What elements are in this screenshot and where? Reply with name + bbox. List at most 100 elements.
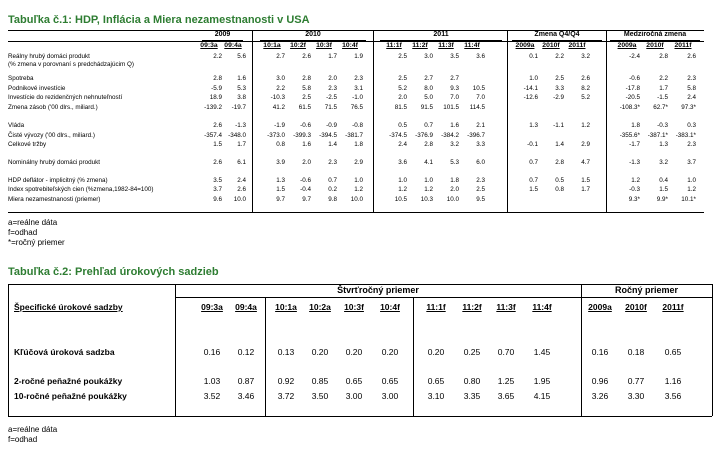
table1-column-header: 2010f	[646, 42, 664, 49]
table1-column-header: 09:4a	[224, 42, 242, 49]
table2-top-rule	[8, 284, 712, 285]
table1-group-header: Zmena Q4/Q4	[534, 31, 580, 38]
table1-cell: 1.7	[237, 141, 246, 148]
table1-column-header: 2011f	[568, 42, 586, 49]
table2-cell: 0.20	[381, 347, 399, 357]
table1-cell: -396.7	[467, 132, 485, 139]
table1-cell: 9.7	[302, 196, 311, 203]
table1-cell: 2.8	[659, 53, 668, 60]
table2-cell: 3.30	[627, 391, 645, 401]
table2-cell: 0.87	[237, 376, 255, 386]
table1-cell: 2.3	[328, 159, 337, 166]
table1-row-label: Investície do rezidenčných nehnuteľností	[8, 94, 123, 101]
table1-row: Spotreba 2.8 1.6 3.0 2.8 2.0 2.3 2.5 2.7 2.7 1.0 2.…	[8, 74, 708, 84]
table1-cell: 8.2	[581, 85, 590, 92]
table1-cell: 2.9	[581, 141, 590, 148]
table1-cell: 3.6	[476, 53, 485, 60]
table1-cell: 2.4	[687, 94, 696, 101]
table1-row: Reálny hrubý domáci produkt 2.2 5.6 2.7 2.6 1…	[8, 52, 708, 62]
table1-cell: -10.3	[270, 94, 285, 101]
table1-cell: 62.7*	[653, 104, 668, 111]
table1-cell: 6.1	[237, 159, 246, 166]
table1-column-header: 10:1a	[263, 42, 281, 49]
table1-row: Celkové tržby 1.5 1.7 0.8 1.6 1.4 1.8 2.4 2.8 3.2…	[8, 140, 708, 150]
table1-cell: 2.7	[276, 53, 285, 60]
table1-cell: 3.6	[398, 159, 407, 166]
table1-row-label: (% zmena v porovnaní s predchádzajúcim Q…	[8, 61, 134, 68]
table1-group-header: 2010	[305, 31, 321, 38]
table2-frame-right	[712, 284, 713, 416]
table1-cell: 1.8	[631, 122, 640, 129]
table1-cell: 3.5	[450, 53, 459, 60]
table1-cell: 9.9*	[656, 196, 668, 203]
table2-note: f=odhad	[8, 435, 38, 444]
table2-column-header: 10:4f	[380, 302, 400, 312]
table1-cell: 6.0	[476, 159, 485, 166]
table1-cell: 1.5	[581, 177, 590, 184]
table1-cell: -399.3	[293, 132, 311, 139]
table1-cell: 18.9	[209, 94, 222, 101]
table1-cell: 3.1	[354, 85, 363, 92]
table1-group-rule	[610, 40, 700, 41]
table2-cell: 0.65	[664, 347, 682, 357]
table1-cell: 0.8	[555, 186, 564, 193]
table1-row-label: Nominálny hrubý domáci produkt	[8, 159, 101, 166]
table1-cell: 0.7	[424, 122, 433, 129]
table1-note: *=ročný priemer	[8, 238, 65, 247]
table2-cell: 3.10	[427, 391, 445, 401]
table2-cell: 0.20	[311, 347, 329, 357]
table1-cell: 2.6	[302, 53, 311, 60]
table1-cell: 1.2	[631, 177, 640, 184]
table1-cell: 5.3	[450, 159, 459, 166]
table1-bottom-rule	[8, 212, 704, 213]
table1-cell: 3.3	[476, 141, 485, 148]
table2-cell: 0.25	[463, 347, 481, 357]
table1-cell: -348.0	[228, 132, 246, 139]
table1-cell: 0.4	[659, 177, 668, 184]
table1-cell: 3.2	[659, 159, 668, 166]
table1-cell: 2.9	[354, 159, 363, 166]
table2-column-header: 10:3f	[344, 302, 364, 312]
table1-cell: 1.7	[581, 186, 590, 193]
table1-cell: -357.4	[204, 132, 222, 139]
table1-cell: 5.8	[687, 85, 696, 92]
table1-cell: 5.3	[237, 85, 246, 92]
table2-column-header: 10:2a	[309, 302, 331, 312]
table1-cell: 2.0	[302, 159, 311, 166]
table1-group-header: 2009	[214, 31, 231, 38]
table1-cell: -14.1	[523, 85, 538, 92]
table1-cell: 9.8	[328, 196, 337, 203]
table2-cell: 0.70	[497, 347, 515, 357]
table1-cell: 1.2	[354, 186, 363, 193]
table1-row: Vláda 2.6 -1.3 -1.9 -0.6 -0.9 -0.8 0.5 0.7 1.6 2.1…	[8, 121, 708, 131]
table2-cell: 1.03	[203, 376, 221, 386]
table1-cell: -0.6	[300, 177, 311, 184]
table1-note: f=odhad	[8, 228, 38, 237]
table1-cell: -0.9	[326, 122, 337, 129]
table2-cell: 0.80	[463, 376, 481, 386]
table2-row-label: 10-ročné peňažné poukážky	[14, 391, 127, 401]
table2-cell: 3.50	[311, 391, 329, 401]
table2-cell: 0.77	[627, 376, 645, 386]
table1-column-header: 11:2f	[412, 42, 428, 49]
table1-cell: 1.8	[450, 177, 459, 184]
table1-cell: 0.7	[328, 177, 337, 184]
table1-cell: 1.0	[687, 177, 696, 184]
table2-cell: 1.95	[533, 376, 551, 386]
table1-cell: -374.5	[389, 132, 407, 139]
table2-cell: 0.12	[237, 347, 255, 357]
table2-cell: 0.20	[427, 347, 445, 357]
table1-cell: 1.6	[237, 75, 246, 82]
table1-group-rule	[260, 40, 366, 41]
table1-cell: 2.3	[687, 141, 696, 148]
table1-cell: 2.2	[555, 53, 564, 60]
table1-column-divider	[507, 30, 508, 212]
table1-cell: -1.9	[274, 122, 285, 129]
table2-column-header: 09:3a	[201, 302, 223, 312]
table2-cell: 0.65	[427, 376, 445, 386]
table1-cell: 0.5	[555, 177, 564, 184]
table2-bottom-rule	[8, 416, 712, 417]
table1-cell: 2.6	[581, 75, 590, 82]
table1-column-header: 11:4f	[464, 42, 480, 49]
table2-frame-left	[8, 284, 9, 416]
